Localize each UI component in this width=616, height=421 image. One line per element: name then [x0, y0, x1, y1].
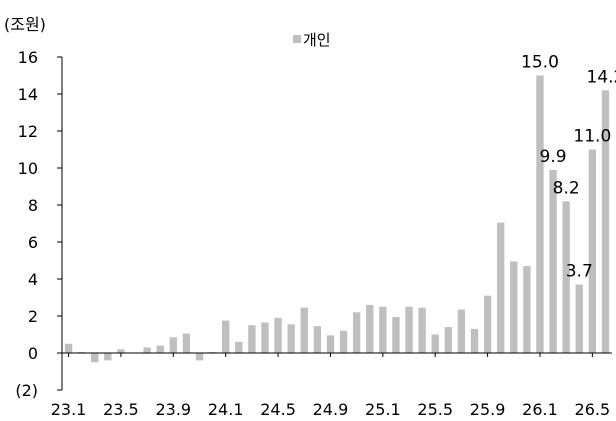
bar — [483, 295, 492, 353]
bar — [379, 306, 387, 353]
bar — [418, 307, 426, 353]
bar — [405, 306, 413, 353]
bar — [195, 353, 204, 361]
unit-label: (조원) — [4, 15, 46, 34]
bar — [431, 334, 439, 353]
x-tick-label: 23.5 — [103, 400, 139, 419]
bar — [510, 261, 518, 353]
x-tick-label: 24.5 — [260, 400, 296, 419]
bar — [156, 345, 164, 353]
bar — [117, 349, 125, 353]
y-tick-label: 4 — [28, 270, 38, 289]
legend-swatch — [293, 35, 301, 43]
data-label: 14.2 — [587, 67, 616, 87]
bar — [444, 327, 452, 353]
y-tick-label: 6 — [28, 233, 38, 252]
y-tick-label: 2 — [28, 307, 38, 326]
y-tick-label: 8 — [28, 196, 38, 215]
bar — [235, 341, 243, 353]
x-tick-label: 23.9 — [155, 400, 191, 419]
bar — [549, 169, 557, 353]
bar — [91, 353, 99, 363]
x-tick-label: 25.5 — [417, 400, 453, 419]
bar — [352, 312, 361, 353]
bar — [313, 326, 322, 353]
y-tick-label: 16 — [18, 48, 38, 67]
legend-label: 개인 — [303, 31, 331, 49]
bar — [248, 325, 256, 353]
bar — [261, 322, 269, 353]
bar — [64, 343, 73, 353]
y-tick-label: 12 — [18, 122, 38, 141]
bar — [457, 309, 466, 353]
data-label: 3.7 — [566, 262, 593, 282]
legend: 개인 — [293, 31, 331, 49]
x-tick-label: 24.1 — [208, 400, 244, 419]
bar — [575, 284, 583, 353]
bar — [274, 317, 282, 353]
bar — [562, 201, 570, 353]
bar — [497, 222, 505, 353]
bar — [523, 266, 531, 353]
x-tick-label: 23.1 — [51, 400, 87, 419]
data-label: 11.0 — [573, 127, 611, 147]
x-tick-label: 25.1 — [365, 400, 401, 419]
bar — [536, 75, 544, 353]
x-axis: 23.1 23.5 23.9 24.1 24.5 24.9 25.1 25.5 25.9 26.1… — [51, 352, 612, 419]
bar — [366, 304, 374, 353]
data-label: 9.9 — [540, 147, 567, 167]
data-label: 15.0 — [521, 53, 559, 73]
x-tick-label: 26.5 — [575, 400, 611, 419]
y-axis: 16 14 12 10 8 6 4 2 0 (2) — [15, 48, 63, 400]
bar — [601, 90, 610, 354]
bar — [143, 347, 151, 353]
x-tick-label: 26.1 — [522, 400, 558, 419]
x-tick-label: 25.9 — [470, 400, 506, 419]
bar — [392, 316, 400, 353]
bars — [64, 75, 610, 363]
x-tick-label: 24.9 — [313, 400, 349, 419]
bar — [182, 333, 191, 353]
bar — [287, 324, 295, 353]
y-tick-label: 14 — [18, 85, 38, 104]
bar — [104, 353, 112, 361]
y-tick-label: (2) — [15, 381, 38, 400]
bar — [588, 149, 597, 353]
bar — [300, 307, 308, 353]
bar — [222, 320, 230, 353]
data-labels: 15.0 9.9 8.2 3.7 11.0 14.2 — [521, 53, 616, 282]
bar — [169, 337, 177, 353]
y-tick-label: 0 — [28, 344, 38, 363]
bar — [339, 330, 348, 353]
data-label: 8.2 — [553, 178, 580, 198]
y-tick-label: 10 — [18, 159, 38, 178]
bar — [326, 335, 335, 353]
bar — [470, 328, 479, 353]
